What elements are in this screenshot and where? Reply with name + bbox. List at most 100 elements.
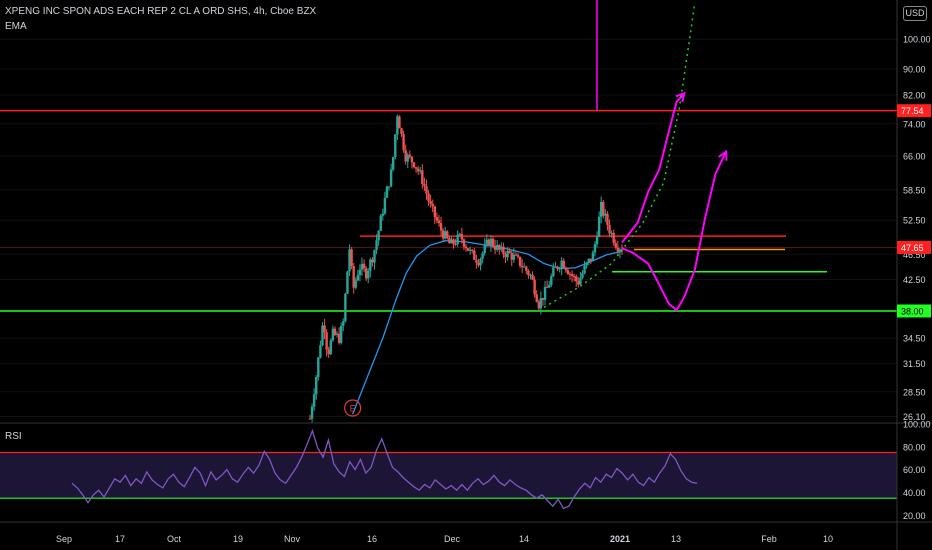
candle-down bbox=[327, 349, 330, 355]
candle-up bbox=[560, 260, 563, 269]
price-tick-label: 90.00 bbox=[903, 64, 926, 74]
candle-up bbox=[335, 333, 339, 335]
candle-up bbox=[389, 169, 393, 187]
candle-down bbox=[323, 325, 326, 333]
candle-up bbox=[529, 274, 532, 276]
candle-down bbox=[545, 286, 549, 288]
candle-up bbox=[548, 285, 551, 288]
candle-up bbox=[344, 293, 347, 322]
time-tick-label: 16 bbox=[367, 534, 377, 544]
candle-down bbox=[602, 201, 605, 216]
candle-down bbox=[572, 276, 576, 278]
symbol-title: XPENG INC SPON ADS EACH REP 2 CL A ORD S… bbox=[5, 6, 317, 17]
candle-down bbox=[502, 246, 505, 255]
candle-up bbox=[331, 328, 335, 341]
price-label-box bbox=[897, 304, 931, 318]
candle-down bbox=[487, 239, 491, 246]
projection-path bbox=[621, 151, 727, 312]
candle-down bbox=[508, 250, 511, 253]
candle-up bbox=[358, 269, 362, 276]
time-tick-label: Dec bbox=[444, 534, 461, 544]
candle-up bbox=[483, 244, 486, 254]
candle-down bbox=[473, 250, 476, 260]
rsi-tick-label: 100.00 bbox=[903, 420, 931, 430]
candle-up bbox=[317, 357, 320, 377]
candle-down bbox=[435, 217, 439, 221]
candle-down bbox=[566, 270, 570, 274]
candle-up bbox=[346, 271, 349, 294]
candle-up bbox=[543, 286, 547, 300]
candle-down bbox=[408, 154, 412, 157]
candle-up bbox=[506, 250, 509, 258]
candle-up bbox=[456, 234, 459, 245]
horizontal-lines[interactable] bbox=[0, 0, 897, 312]
rsi-tick-label: 40.00 bbox=[903, 488, 926, 498]
candle-up bbox=[340, 325, 343, 343]
candle-up bbox=[550, 276, 553, 286]
candle-up bbox=[496, 245, 499, 250]
rsi-band bbox=[0, 451, 897, 499]
candle-up bbox=[406, 154, 409, 162]
projection-arrowhead bbox=[675, 91, 686, 103]
price-label-text: 38.00 bbox=[901, 306, 924, 316]
candle-down bbox=[333, 328, 337, 335]
candle-up bbox=[468, 249, 472, 251]
rsi-tick-label: 60.00 bbox=[903, 465, 926, 475]
candle-up bbox=[512, 254, 516, 260]
price-tick-label: 66.00 bbox=[903, 151, 926, 161]
candle-down bbox=[423, 183, 426, 187]
candle-up bbox=[373, 250, 376, 263]
candle-down bbox=[504, 254, 507, 258]
earnings-label: E bbox=[350, 404, 356, 414]
candle-down bbox=[556, 266, 559, 269]
projection-paths[interactable] bbox=[543, 2, 728, 312]
candle-down bbox=[412, 162, 416, 168]
candle-down bbox=[564, 267, 568, 271]
candle-down bbox=[493, 246, 497, 250]
candle-up bbox=[591, 252, 595, 261]
earnings-marker[interactable]: E bbox=[344, 399, 362, 417]
candle-down bbox=[498, 245, 501, 250]
candle-up bbox=[552, 267, 555, 277]
time-tick-label: 17 bbox=[115, 534, 125, 544]
candle-up bbox=[379, 215, 382, 231]
candle-down bbox=[448, 238, 451, 244]
price-label-text: 77.54 bbox=[901, 106, 924, 116]
candle-down bbox=[431, 203, 434, 207]
time-tick-label: Feb bbox=[761, 534, 777, 544]
candles bbox=[308, 114, 624, 423]
time-tick-label: 19 bbox=[233, 534, 243, 544]
indicator-label-ema[interactable]: EMA bbox=[5, 21, 27, 32]
price-label-box bbox=[897, 104, 931, 118]
candle-down bbox=[612, 232, 615, 244]
candle-down bbox=[533, 279, 536, 295]
candle-down bbox=[541, 297, 545, 300]
candle-up bbox=[500, 246, 503, 250]
time-tick-label: 2021 bbox=[610, 534, 630, 544]
candle-down bbox=[416, 168, 420, 172]
candle-up bbox=[595, 236, 599, 245]
candle-up bbox=[381, 213, 384, 216]
candle-up bbox=[581, 273, 584, 278]
candle-down bbox=[527, 270, 530, 276]
candle-down bbox=[452, 239, 455, 244]
price-label-box bbox=[897, 240, 931, 254]
candle-up bbox=[392, 157, 395, 170]
candle-down bbox=[371, 259, 374, 263]
rsi-line bbox=[71, 428, 698, 510]
candle-down bbox=[398, 116, 401, 129]
candle-down bbox=[439, 223, 443, 231]
candle-down bbox=[575, 276, 578, 282]
candle-down bbox=[491, 238, 495, 247]
rsi-band-fill bbox=[0, 452, 897, 499]
price-tick-label: 42.50 bbox=[903, 275, 926, 285]
rsi-tick-label: 20.00 bbox=[903, 511, 926, 521]
candle-down bbox=[362, 263, 366, 269]
currency-button[interactable]: USD bbox=[903, 6, 927, 21]
candle-down bbox=[562, 260, 565, 268]
candle-down bbox=[464, 246, 468, 249]
candle-up bbox=[558, 268, 561, 270]
candle-down bbox=[414, 167, 418, 169]
indicator-label-rsi[interactable]: RSI bbox=[5, 431, 22, 442]
